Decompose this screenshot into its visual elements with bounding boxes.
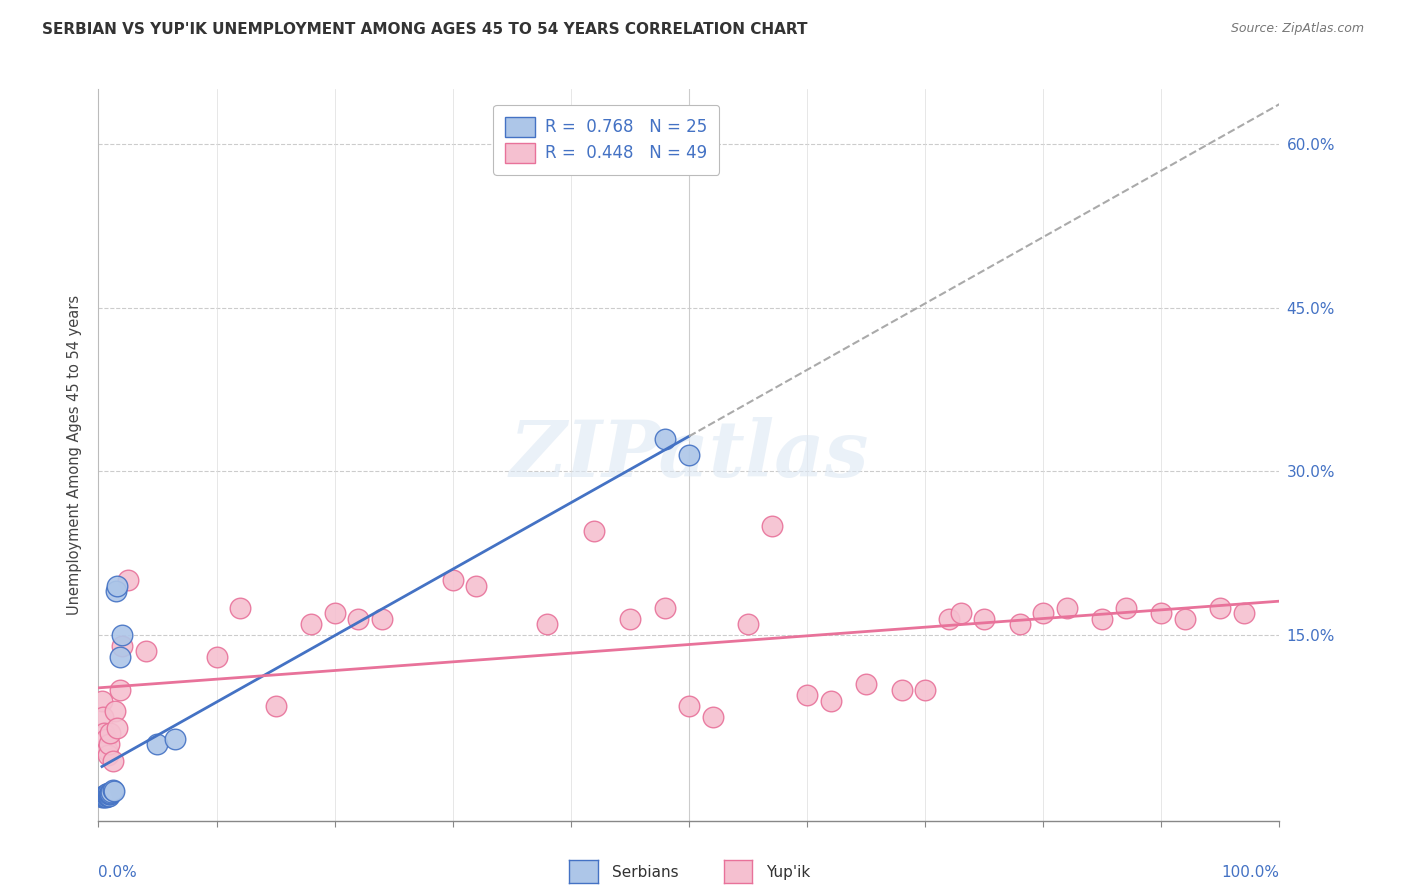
Point [973,612,995,626]
Point [93,789,115,803]
Point [654,600,676,615]
Point [1091,612,1114,626]
Point [1233,606,1256,620]
Point [796,688,818,702]
Point [96,742,118,756]
Text: 0.0%: 0.0% [98,864,138,880]
Text: ZIPatlas: ZIPatlas [509,417,869,493]
Point [205,649,228,664]
Point [465,579,488,593]
Text: SERBIAN VS YUP'IK UNEMPLOYMENT AMONG AGES 45 TO 54 YEARS CORRELATION CHART: SERBIAN VS YUP'IK UNEMPLOYMENT AMONG AGE… [42,22,807,37]
Point [890,682,912,697]
Point [108,649,131,664]
Point [323,606,346,620]
Point [94,789,117,804]
Point [678,698,700,713]
Point [98,737,121,751]
Point [93,726,115,740]
Point [1032,606,1054,620]
Point [1115,600,1137,615]
Point [146,737,169,751]
Point [101,783,124,797]
Point [371,612,394,626]
Point [91,789,114,803]
Point [441,574,464,588]
Point [619,612,641,626]
Point [100,785,122,799]
Point [97,789,120,803]
Point [103,784,125,798]
Point [96,789,118,803]
Point [761,519,783,533]
Point [855,677,877,691]
Point [229,600,252,615]
Point [117,574,139,588]
Point [536,617,558,632]
Point [108,682,131,697]
Point [111,639,134,653]
Point [98,788,121,802]
Point [1174,612,1197,626]
Point [347,612,370,626]
Point [98,788,121,802]
Point [111,628,134,642]
Point [97,748,120,763]
Y-axis label: Unemployment Among Ages 45 to 54 years: Unemployment Among Ages 45 to 54 years [67,295,83,615]
Text: Source: ZipAtlas.com: Source: ZipAtlas.com [1230,22,1364,36]
Point [93,789,115,804]
Point [949,606,972,620]
Point [105,721,128,735]
Point [105,584,128,599]
Point [98,786,121,800]
Point [165,731,187,746]
Legend: R =  0.768   N = 25, R =  0.448   N = 49: R = 0.768 N = 25, R = 0.448 N = 49 [494,105,718,175]
Point [737,617,759,632]
Point [101,754,124,768]
Text: Serbians: Serbians [612,865,678,880]
Point [914,682,936,697]
Point [299,617,322,632]
Point [654,432,676,446]
Point [97,786,120,800]
Point [91,710,114,724]
Point [583,524,606,539]
Point [264,698,287,713]
Point [678,448,700,462]
Point [98,789,121,803]
Point [1150,606,1173,620]
Point [1056,600,1078,615]
Point [104,705,127,719]
Point [91,693,114,707]
Text: Yup'ik: Yup'ik [766,865,810,880]
Point [91,789,114,804]
Point [820,693,842,707]
Point [94,731,117,746]
Point [702,710,724,724]
Text: 100.0%: 100.0% [1222,864,1279,880]
Point [94,788,117,802]
Point [98,726,121,740]
Point [135,644,157,658]
Point [1209,600,1232,615]
Point [938,612,960,626]
Point [96,788,118,802]
Point [1008,617,1031,632]
Point [105,579,128,593]
